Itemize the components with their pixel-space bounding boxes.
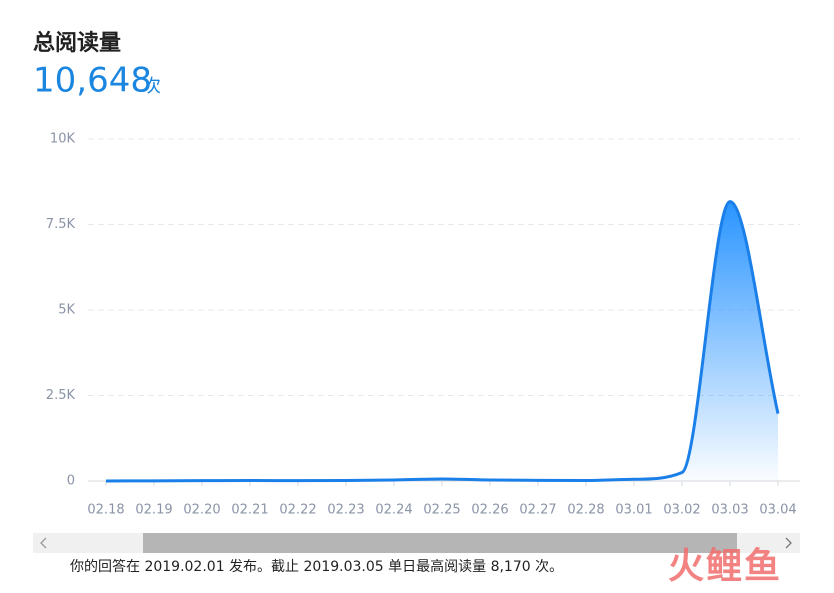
watermark: 火鲤鱼 xyxy=(668,546,782,587)
total: 10,648 xyxy=(33,61,152,101)
x-tick-label: 02.19 xyxy=(135,503,172,518)
title: 总阅读量 xyxy=(33,30,121,56)
y-tick-label: 5K xyxy=(58,303,75,318)
x-tick-label: 03.02 xyxy=(663,503,700,518)
y-tick-label: 2.5K xyxy=(46,388,76,403)
x-tick-label: 03.04 xyxy=(759,503,796,518)
x-tick-label: 02.22 xyxy=(279,503,316,518)
x-tick-label: 02.24 xyxy=(375,503,412,518)
x-tick-label: 02.21 xyxy=(231,503,268,518)
x-tick-label: 02.26 xyxy=(471,503,508,518)
area xyxy=(106,201,778,481)
line xyxy=(105,200,780,483)
scroll-thumb[interactable] xyxy=(143,533,737,553)
x-tick-label: 02.28 xyxy=(567,503,604,518)
x-tick-label: 03.01 xyxy=(615,503,652,518)
scrollbar xyxy=(33,533,800,553)
scroll-left[interactable] xyxy=(40,537,47,549)
x-tick-label: 02.25 xyxy=(423,503,460,518)
footer-note: 你的回答在 2019.02.01 发布。截止 2019.03.05 单日最高阅读… xyxy=(70,558,563,575)
x-tick-label: 02.27 xyxy=(519,503,556,518)
x-tick-label: 02.23 xyxy=(327,503,364,518)
y-tick-label: 10K xyxy=(50,132,76,147)
y-tick-label: 0 xyxy=(67,474,75,489)
unit: 次 xyxy=(143,76,161,97)
x-tick-label: 02.20 xyxy=(183,503,220,518)
scroll-right[interactable] xyxy=(785,537,792,549)
plot: 0 2.5K 5K 7.5K 10K 02.18 02.19 02.20 02.21 02.22 0… xyxy=(46,132,800,518)
x-tick-label: 03.03 xyxy=(711,503,748,518)
x-tick-label: 02.18 xyxy=(87,503,124,518)
y-tick-label: 7.5K xyxy=(46,217,76,232)
